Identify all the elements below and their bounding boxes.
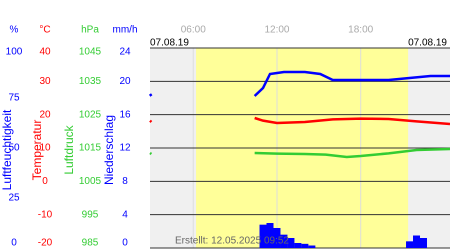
precip-bar bbox=[273, 228, 281, 248]
y-tick-label: 24 bbox=[119, 47, 131, 58]
y-tick-label: 20 bbox=[119, 76, 131, 87]
date-right: 07.08.19 bbox=[408, 38, 447, 49]
y-tick-label: 1025 bbox=[79, 109, 102, 120]
precip-bar bbox=[287, 238, 295, 248]
axis-unit: mm/h bbox=[113, 25, 138, 36]
date-left: 07.08.19 bbox=[150, 38, 189, 49]
y-tick-label: 1005 bbox=[79, 176, 102, 187]
axis-label: Luftdruck bbox=[62, 124, 76, 174]
y-tick-label: 985 bbox=[82, 238, 99, 249]
precip-bar bbox=[406, 241, 414, 248]
precip-bar bbox=[308, 245, 316, 248]
y-tick-label: 8 bbox=[122, 176, 128, 187]
y-tick-label: 0 bbox=[11, 238, 17, 249]
axis-label: Niederschlag bbox=[102, 115, 116, 185]
line-2 bbox=[149, 151, 153, 156]
axis-unit: hPa bbox=[81, 25, 99, 36]
y-tick-label: 995 bbox=[82, 209, 99, 220]
y-tick-label: 20 bbox=[39, 109, 51, 120]
line-1 bbox=[254, 116, 450, 126]
x-tick-label: 12:00 bbox=[264, 25, 289, 36]
precip-bar bbox=[294, 243, 302, 248]
x-tick-label: 18:00 bbox=[348, 25, 373, 36]
axis-label: Temperatur bbox=[30, 120, 44, 181]
axis-label: Luftfeuchtigkeit bbox=[0, 109, 14, 190]
footer: Erstellt: 12.05.2025 09:52 bbox=[175, 236, 289, 247]
y-tick-label: -20 bbox=[38, 238, 53, 249]
y-tick-label: 1015 bbox=[79, 143, 102, 154]
y-tick-label: 1045 bbox=[79, 47, 102, 58]
precip-bar bbox=[259, 224, 267, 248]
y-tick-label: 0 bbox=[122, 238, 128, 249]
line-0 bbox=[253, 70, 450, 97]
y-tick-label: 50 bbox=[8, 143, 20, 154]
y-tick-label: 75 bbox=[8, 93, 20, 104]
axis-unit: % bbox=[10, 25, 19, 36]
x-tick-label: 06:00 bbox=[181, 25, 206, 36]
line-0 bbox=[148, 93, 153, 97]
line-1 bbox=[149, 119, 153, 123]
y-tick-label: 40 bbox=[39, 47, 51, 58]
precip-bar bbox=[419, 238, 427, 248]
precip-bar bbox=[301, 243, 309, 248]
y-tick-label: 16 bbox=[119, 109, 131, 120]
line-2 bbox=[254, 147, 450, 159]
precip-bar bbox=[266, 223, 274, 248]
y-tick-label: 1035 bbox=[79, 76, 102, 87]
y-tick-label: 25 bbox=[8, 193, 20, 204]
axis-unit: °C bbox=[39, 25, 50, 36]
y-tick-label: 0 bbox=[42, 176, 48, 187]
precip-bar bbox=[280, 234, 288, 248]
y-tick-label: 10 bbox=[39, 143, 51, 154]
y-tick-label: 4 bbox=[122, 209, 128, 220]
y-tick-label: -10 bbox=[38, 209, 53, 220]
y-tick-label: 100 bbox=[6, 47, 23, 58]
y-tick-label: 30 bbox=[39, 76, 51, 87]
y-tick-label: 12 bbox=[119, 143, 131, 154]
precip-bar bbox=[413, 235, 421, 248]
